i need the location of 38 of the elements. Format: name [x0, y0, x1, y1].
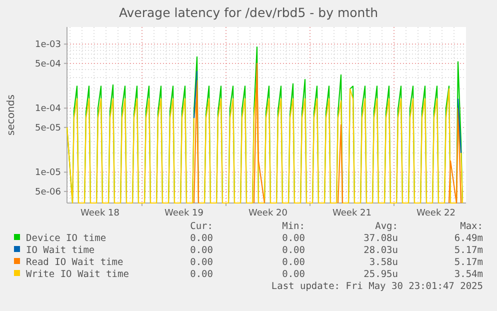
text: 0.00: [282, 245, 306, 256]
text: 0.00: [282, 233, 306, 244]
text: Max:: [460, 221, 483, 232]
y-tick-label: 5e-05: [35, 123, 61, 134]
y-tick-label: 5e-04: [35, 59, 62, 70]
x-tick-label: Week 18: [80, 208, 120, 218]
legend-label: Write IO Wait time: [26, 269, 130, 280]
text: Cur:: [190, 221, 213, 232]
text: Avg:: [375, 221, 398, 232]
x-tick-label: Week 21: [332, 208, 372, 218]
text: 0.00: [190, 269, 214, 280]
x-tick-label: Week 22: [416, 208, 456, 218]
x-tick-label: Week 19: [164, 208, 204, 218]
text: 6.49m: [454, 233, 484, 244]
text: Last update: Fri May 30 23:01:47 2025: [271, 281, 483, 292]
y-tick-label: 1e-03: [35, 40, 61, 50]
legend-label: Device IO time: [26, 233, 106, 244]
y-tick-label: 1e-05: [35, 168, 61, 178]
text: 3.54m: [454, 269, 484, 280]
text: 28.03u: [364, 245, 398, 256]
text: 37.08u: [364, 233, 398, 244]
text: Min:: [282, 221, 305, 232]
text: 0.00: [190, 233, 214, 244]
text: 5.17m: [454, 257, 484, 268]
text: 0.00: [282, 257, 306, 268]
text: 0.00: [190, 245, 214, 256]
text: 3.58u: [369, 257, 398, 268]
text: 0.00: [282, 269, 306, 280]
text: 5.17m: [454, 245, 484, 256]
legend-label: Read IO Wait time: [26, 257, 124, 268]
y-axis-title: seconds: [6, 94, 17, 136]
text: 0.00: [190, 257, 214, 268]
x-tick-label: Week 20: [248, 208, 288, 218]
y-tick-label: 1e-04: [35, 104, 62, 114]
legend-label: IO Wait time: [26, 245, 95, 256]
y-tick-label: 5e-06: [35, 187, 62, 198]
text: 25.95u: [364, 269, 398, 280]
chart-title: Average latency for /dev/rbd5 - by month: [118, 5, 378, 20]
